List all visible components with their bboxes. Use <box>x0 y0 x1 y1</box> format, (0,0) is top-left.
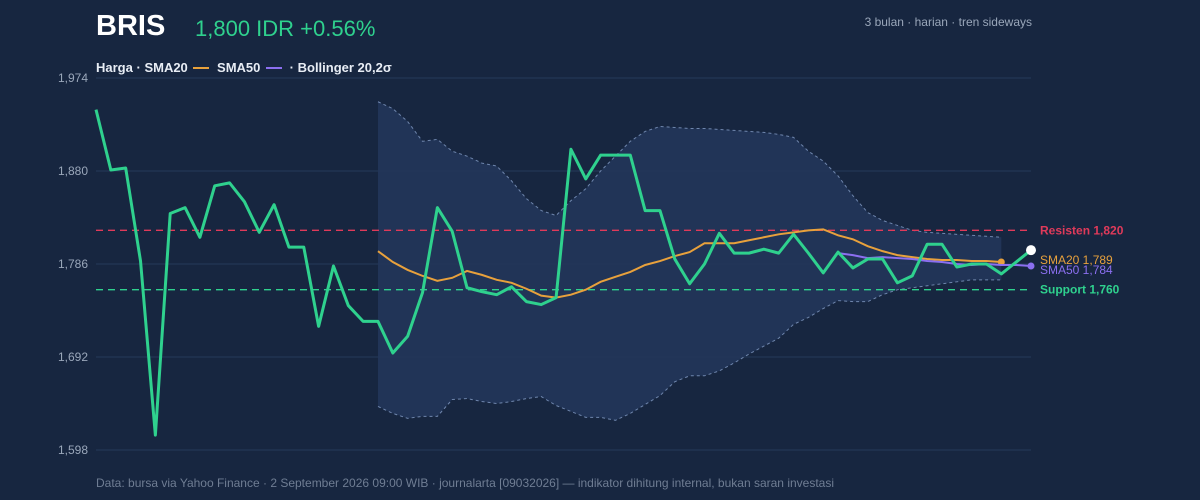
bollinger-band-layer <box>377 101 1002 421</box>
price-end-dot <box>1026 245 1036 256</box>
y-tick-label: 1,786 <box>58 257 88 271</box>
y-tick-label: 1,598 <box>58 443 88 457</box>
bollinger-upper-line <box>377 101 1002 238</box>
footer-note: Data: bursa via Yahoo Finance · 2 Septem… <box>96 476 834 490</box>
chart-meta: 3 bulan · harian · tren sideways <box>864 15 1032 29</box>
ticker-symbol: BRIS <box>96 10 166 42</box>
legend-price-label: Harga <box>96 60 133 75</box>
level-label-support: Support 1,760 <box>1040 283 1120 297</box>
end-label-sma20: SMA20 1,789 <box>1040 253 1113 267</box>
price-line <box>94 109 1032 437</box>
legend-sma20-label: SMA20 <box>144 60 188 75</box>
bollinger-lower-line <box>377 279 1002 421</box>
y-tick-label: 1,974 <box>58 71 88 85</box>
end-label-sma50: SMA50 1,784 <box>1040 263 1113 277</box>
series-lines-layer <box>94 109 1036 437</box>
legend-sma50-label: SMA50 <box>217 60 261 75</box>
legend-sma50-swatch <box>266 66 283 69</box>
sma50-end-dot <box>1027 262 1035 270</box>
end-labels-layer: Resisten 1,820 Support 1,760 SMA20 1,789SM… <box>1040 223 1124 296</box>
y-tick-label: 1,692 <box>58 350 88 364</box>
y-tick-label: 1,880 <box>58 164 88 178</box>
legend-bollinger-label: Bollinger 20,2σ <box>297 60 392 75</box>
sma20-end-dot <box>997 258 1005 266</box>
legend: Harga · SMA20 SMA50 · Bollinger 20,2σ <box>96 60 392 75</box>
level-label-resisten: Resisten 1,820 <box>1040 223 1124 237</box>
sma20-line <box>377 228 1002 299</box>
bollinger-band-fill <box>377 101 1002 421</box>
legend-sma20-swatch <box>193 66 210 69</box>
price-change: 1,800 IDR +0.56% <box>195 16 376 41</box>
